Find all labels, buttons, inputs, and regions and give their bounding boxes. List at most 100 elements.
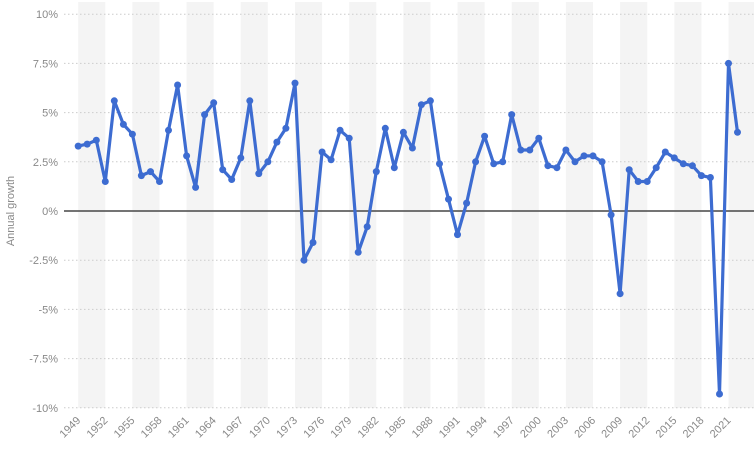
data-point-1969[interactable] <box>255 170 263 178</box>
data-point-2020[interactable] <box>716 390 723 398</box>
data-point-1991[interactable] <box>454 231 461 239</box>
data-point-2017[interactable] <box>688 162 696 170</box>
x-tick-label: 1961 <box>166 415 192 441</box>
data-point-2008[interactable] <box>607 211 615 219</box>
x-tick-label: 1964 <box>193 415 219 441</box>
data-point-2012[interactable] <box>643 178 651 185</box>
background-stripe <box>186 2 214 408</box>
data-point-2005[interactable] <box>580 152 588 160</box>
data-point-1997[interactable] <box>508 111 516 119</box>
data-point-2001[interactable] <box>544 162 552 170</box>
data-point-2007[interactable] <box>598 158 606 166</box>
y-tick-label: 0% <box>42 206 58 218</box>
background-stripe <box>403 2 431 408</box>
data-point-1966[interactable] <box>228 176 236 183</box>
data-point-1975[interactable] <box>309 239 317 246</box>
data-point-1983[interactable] <box>381 124 389 132</box>
data-point-1958[interactable] <box>156 178 163 185</box>
y-tick-label: 5% <box>42 108 58 120</box>
data-point-1955[interactable] <box>128 130 136 138</box>
x-tick-label: 2000 <box>518 415 544 441</box>
y-tick-label: -5% <box>38 304 58 316</box>
data-point-2006[interactable] <box>589 152 597 160</box>
data-point-1982[interactable] <box>372 168 380 176</box>
data-point-1996[interactable] <box>499 158 507 166</box>
data-point-1978[interactable] <box>336 126 344 134</box>
x-tick-label: 1970 <box>247 415 273 441</box>
data-point-1986[interactable] <box>408 144 416 152</box>
data-point-1990[interactable] <box>445 195 452 203</box>
data-point-2018[interactable] <box>697 172 705 180</box>
background-stripe <box>728 2 754 408</box>
x-tick-label: 1976 <box>301 415 327 441</box>
x-tick-label: 2003 <box>545 415 571 441</box>
x-tick-label: 2012 <box>627 415 653 441</box>
data-point-2004[interactable] <box>571 158 579 166</box>
y-tick-label: 2.5% <box>33 157 58 169</box>
data-point-2016[interactable] <box>679 160 687 168</box>
data-point-1957[interactable] <box>147 168 154 176</box>
data-point-1998[interactable] <box>517 146 525 154</box>
x-tick-label: 1979 <box>328 415 354 441</box>
data-point-1953[interactable] <box>110 97 118 105</box>
background-stripe <box>78 2 106 408</box>
data-point-2002[interactable] <box>553 164 561 172</box>
data-point-2010[interactable] <box>625 166 633 174</box>
data-point-2022[interactable] <box>734 128 741 136</box>
data-point-2000[interactable] <box>535 134 543 142</box>
data-point-1959[interactable] <box>165 126 172 134</box>
data-point-1964[interactable] <box>210 99 218 107</box>
data-point-1973[interactable] <box>291 79 299 87</box>
x-tick-label: 1982 <box>356 415 382 441</box>
data-point-1952[interactable] <box>101 178 109 185</box>
data-point-1950[interactable] <box>83 140 91 148</box>
x-tick-label: 1967 <box>220 415 246 441</box>
data-point-1971[interactable] <box>273 138 281 146</box>
background-stripe <box>511 2 539 408</box>
data-point-1974[interactable] <box>300 256 308 264</box>
data-point-1951[interactable] <box>92 136 100 144</box>
x-tick-label: 2021 <box>708 415 734 441</box>
data-point-1993[interactable] <box>472 158 480 166</box>
data-point-1963[interactable] <box>201 111 209 119</box>
data-point-1976[interactable] <box>318 148 326 156</box>
data-point-1949[interactable] <box>74 142 82 150</box>
data-point-1960[interactable] <box>174 81 182 89</box>
data-point-1970[interactable] <box>264 158 272 166</box>
data-point-1980[interactable] <box>354 248 362 256</box>
data-point-1972[interactable] <box>282 124 290 132</box>
data-point-2011[interactable] <box>634 178 642 185</box>
data-point-1961[interactable] <box>183 152 191 160</box>
x-tick-label: 2015 <box>654 415 680 441</box>
data-point-1989[interactable] <box>436 160 443 168</box>
data-point-1954[interactable] <box>119 120 127 128</box>
data-point-2013[interactable] <box>652 164 660 172</box>
data-point-2003[interactable] <box>562 146 570 154</box>
data-point-1956[interactable] <box>137 172 145 180</box>
data-point-1984[interactable] <box>390 164 398 172</box>
data-point-2021[interactable] <box>725 59 732 67</box>
y-tick-label: 7.5% <box>33 58 58 70</box>
data-point-1988[interactable] <box>426 97 434 105</box>
data-point-1965[interactable] <box>219 166 227 174</box>
data-point-1987[interactable] <box>417 101 425 109</box>
data-point-1962[interactable] <box>192 183 200 191</box>
data-point-1999[interactable] <box>526 146 534 154</box>
y-tick-label: -7.5% <box>29 354 58 366</box>
data-point-1995[interactable] <box>490 160 498 168</box>
data-point-1992[interactable] <box>463 199 471 207</box>
data-point-2019[interactable] <box>706 174 714 181</box>
data-point-1994[interactable] <box>481 132 489 140</box>
data-point-1985[interactable] <box>399 128 407 136</box>
data-point-1981[interactable] <box>363 223 371 231</box>
data-point-1977[interactable] <box>327 156 335 164</box>
data-point-1979[interactable] <box>345 134 353 142</box>
x-tick-label: 1949 <box>58 415 84 441</box>
data-point-1967[interactable] <box>237 154 245 162</box>
data-point-2014[interactable] <box>661 148 669 156</box>
data-point-2015[interactable] <box>670 154 678 162</box>
data-point-2009[interactable] <box>616 290 624 298</box>
data-point-1968[interactable] <box>246 97 254 105</box>
